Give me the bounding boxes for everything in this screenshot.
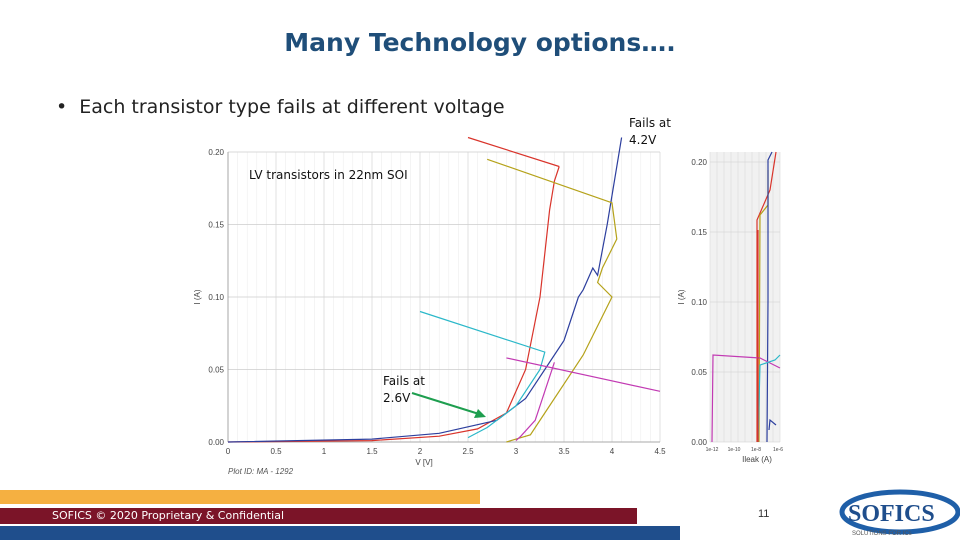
y-tick-label: 0.05 — [208, 366, 224, 375]
x-tick-label: 4 — [610, 447, 615, 456]
leakage-y-tick-label: 0.00 — [691, 438, 707, 447]
fail-arrow-head — [474, 409, 486, 418]
x-tick-label: 0 — [226, 447, 231, 456]
series-line — [506, 357, 661, 392]
series-line — [487, 158, 618, 443]
footer-band-blue — [0, 526, 680, 540]
leakage-y-tick-label: 0.15 — [691, 228, 707, 237]
y-tick-label: 0.15 — [208, 221, 224, 230]
leakage-trace — [768, 418, 777, 431]
page-number: 11 — [758, 508, 770, 520]
fails-high-line1: Fails at — [629, 116, 671, 130]
y-tick-label: 0.10 — [208, 293, 224, 302]
fails-low-line2: 2.6V — [383, 391, 411, 405]
footer-band-maroon — [0, 508, 637, 524]
leakage-trace — [711, 354, 781, 443]
bullet-dot-icon: • — [56, 96, 68, 118]
series-line — [419, 310, 546, 439]
x-tick-label: 4.5 — [654, 447, 666, 456]
x-tick-label: 0.5 — [270, 447, 282, 456]
x-tick-label: 3 — [514, 447, 519, 456]
fails-high-annotation: Fails at 4.2V — [629, 115, 671, 149]
y-tick-label: 0.00 — [208, 438, 224, 447]
leakage-y-axis-label: I (A) — [677, 289, 686, 304]
sofics-logo: SOFICS SOLUTIONS FOR ICs — [839, 489, 960, 537]
y-tick-label: 0.20 — [208, 148, 224, 157]
x-tick-label: 1 — [322, 447, 327, 456]
confidential-text: SOFICS © 2020 Proprietary & Confidential — [52, 509, 284, 522]
x-tick-label: 2 — [418, 447, 423, 456]
footer-band-orange — [0, 490, 480, 504]
fails-low-line1: Fails at — [383, 374, 425, 388]
leakage-x-tick-label: 1e-10 — [728, 447, 741, 453]
x-axis-label: V [V] — [415, 458, 432, 467]
fail-arrow-line — [411, 392, 480, 415]
leakage-x-tick-label: 1e-8 — [751, 447, 761, 453]
logo-text: SOFICS — [848, 501, 935, 527]
leakage-y-tick-label: 0.20 — [691, 158, 707, 167]
leakage-trace — [757, 354, 781, 443]
x-tick-label: 1.5 — [366, 447, 378, 456]
x-tick-label: 2.5 — [462, 447, 474, 456]
page-title: Many Technology options…. — [284, 28, 676, 57]
leakage-trace — [766, 151, 773, 443]
leakage-x-axis-label: Ileak (A) — [742, 455, 772, 464]
plot-id-footnote: Plot ID: MA - 1292 — [228, 467, 294, 476]
bullet-point: • Each transistor type fails at different… — [56, 96, 505, 118]
y-axis-label: I (A) — [193, 289, 202, 304]
chart-title: LV transistors in 22nm SOI — [249, 168, 408, 182]
leakage-y-tick-label: 0.05 — [691, 368, 707, 377]
logo-tagline: SOLUTIONS FOR ICs — [852, 531, 912, 537]
fails-high-line2: 4.2V — [629, 133, 657, 147]
leakage-y-tick-label: 0.10 — [691, 298, 707, 307]
series-line — [515, 362, 555, 442]
leakage-trace — [756, 151, 777, 442]
bullet-text: Each transistor type fails at different … — [79, 96, 505, 118]
leakage-x-tick-label: 1e-6 — [773, 447, 783, 453]
series-line — [467, 136, 560, 168]
series-line — [227, 137, 623, 443]
x-tick-label: 3.5 — [558, 447, 570, 456]
leakage-x-tick-label: 1e-12 — [706, 447, 719, 453]
series-line — [227, 166, 560, 443]
fails-low-annotation: Fails at 2.6V — [383, 373, 425, 407]
